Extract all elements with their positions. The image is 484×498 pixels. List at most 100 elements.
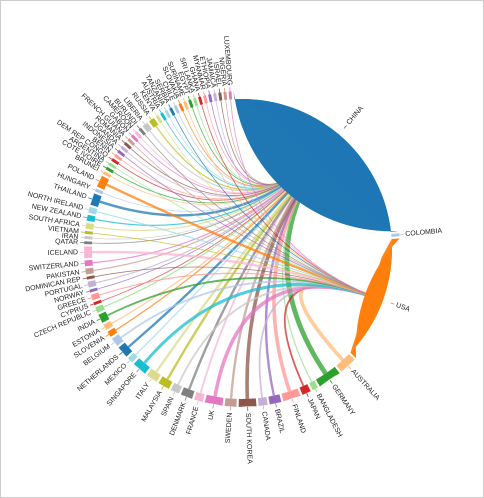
flow-wedge — [234, 99, 392, 232]
arc — [257, 397, 268, 407]
label-tick — [148, 378, 152, 383]
label-tick — [118, 144, 122, 148]
label-tick — [126, 360, 131, 364]
arc — [169, 107, 176, 116]
category-label: IRAN — [61, 233, 78, 241]
label-tick — [347, 365, 352, 370]
arc — [90, 292, 101, 301]
label-tick — [184, 396, 187, 401]
arc — [204, 394, 224, 406]
arc — [133, 358, 150, 374]
arc — [193, 97, 199, 107]
arc — [315, 366, 340, 387]
label-tick — [96, 318, 101, 322]
arc — [103, 171, 112, 178]
label-tick — [196, 400, 199, 405]
arc — [130, 134, 139, 143]
label-tick — [390, 302, 395, 305]
label-tick — [343, 125, 347, 129]
label-tick — [111, 152, 116, 156]
arc — [84, 230, 93, 235]
label-tick — [159, 109, 162, 114]
label-tick — [119, 351, 123, 356]
arc — [223, 91, 228, 101]
arc — [87, 280, 97, 288]
flow-wedge — [350, 238, 393, 353]
label-tick — [102, 165, 107, 169]
arc — [96, 175, 110, 190]
arc — [86, 214, 96, 223]
label-tick — [154, 112, 158, 117]
arc — [111, 334, 124, 346]
label-tick — [81, 271, 86, 273]
label-tick — [105, 334, 110, 337]
category-label: SWEDEN — [225, 412, 234, 443]
arc — [118, 342, 133, 357]
category-label: ISRAEL — [212, 62, 222, 88]
label-tick — [192, 94, 195, 99]
label-tick — [208, 90, 210, 95]
label-tick — [212, 404, 214, 409]
category-label: VIETNAM — [48, 225, 80, 235]
arc — [183, 101, 189, 110]
arc — [90, 193, 102, 207]
ribbon — [230, 99, 384, 301]
label-tick — [136, 368, 140, 373]
arc — [98, 311, 110, 323]
label-tick — [108, 156, 113, 160]
arc — [114, 153, 123, 161]
category-label: ICELAND — [48, 249, 78, 257]
category-label: CANADA — [260, 411, 271, 441]
arc — [84, 259, 93, 267]
arc — [105, 166, 114, 174]
label-tick — [182, 97, 186, 102]
arc — [299, 384, 311, 395]
label-tick — [100, 170, 104, 173]
label-tick — [85, 290, 90, 293]
category-label: COLOMBIA — [405, 228, 443, 238]
label-tick — [306, 392, 309, 397]
arc — [89, 287, 98, 293]
label-tick — [91, 188, 96, 191]
category-label: SWITZERLAND — [28, 261, 79, 273]
label-tick — [203, 91, 205, 96]
arc — [142, 122, 153, 133]
label-tick — [121, 140, 126, 144]
arc — [268, 394, 282, 405]
label-tick — [84, 284, 89, 286]
arc — [188, 99, 194, 108]
label-tick — [95, 179, 100, 182]
category-label: SOUTH KOREA — [244, 413, 253, 464]
category-label: UK — [208, 409, 217, 420]
label-tick — [213, 89, 216, 94]
label-tick — [92, 309, 97, 313]
label-tick — [314, 388, 318, 393]
arc — [164, 109, 171, 119]
arc — [134, 131, 143, 139]
arc — [123, 141, 132, 150]
arc — [86, 275, 95, 280]
arc — [208, 94, 213, 103]
arc — [108, 162, 117, 170]
arc — [198, 96, 203, 105]
arc — [127, 352, 138, 363]
category-label: LUXEMBOURG — [222, 36, 233, 86]
arc — [103, 320, 114, 330]
arc — [88, 206, 98, 215]
label-tick — [136, 125, 140, 129]
label-tick — [168, 104, 171, 109]
arc — [138, 127, 146, 136]
arc — [84, 246, 93, 259]
label-tick — [161, 385, 164, 390]
arc — [127, 138, 136, 146]
label-tick — [329, 379, 333, 384]
arc — [281, 388, 301, 402]
label-tick — [177, 99, 181, 104]
label-tick — [125, 136, 129, 140]
label-tick — [163, 106, 167, 111]
label-tick — [291, 398, 294, 403]
category-label: USA — [395, 302, 411, 314]
label-tick — [218, 88, 221, 93]
arc — [85, 222, 95, 230]
